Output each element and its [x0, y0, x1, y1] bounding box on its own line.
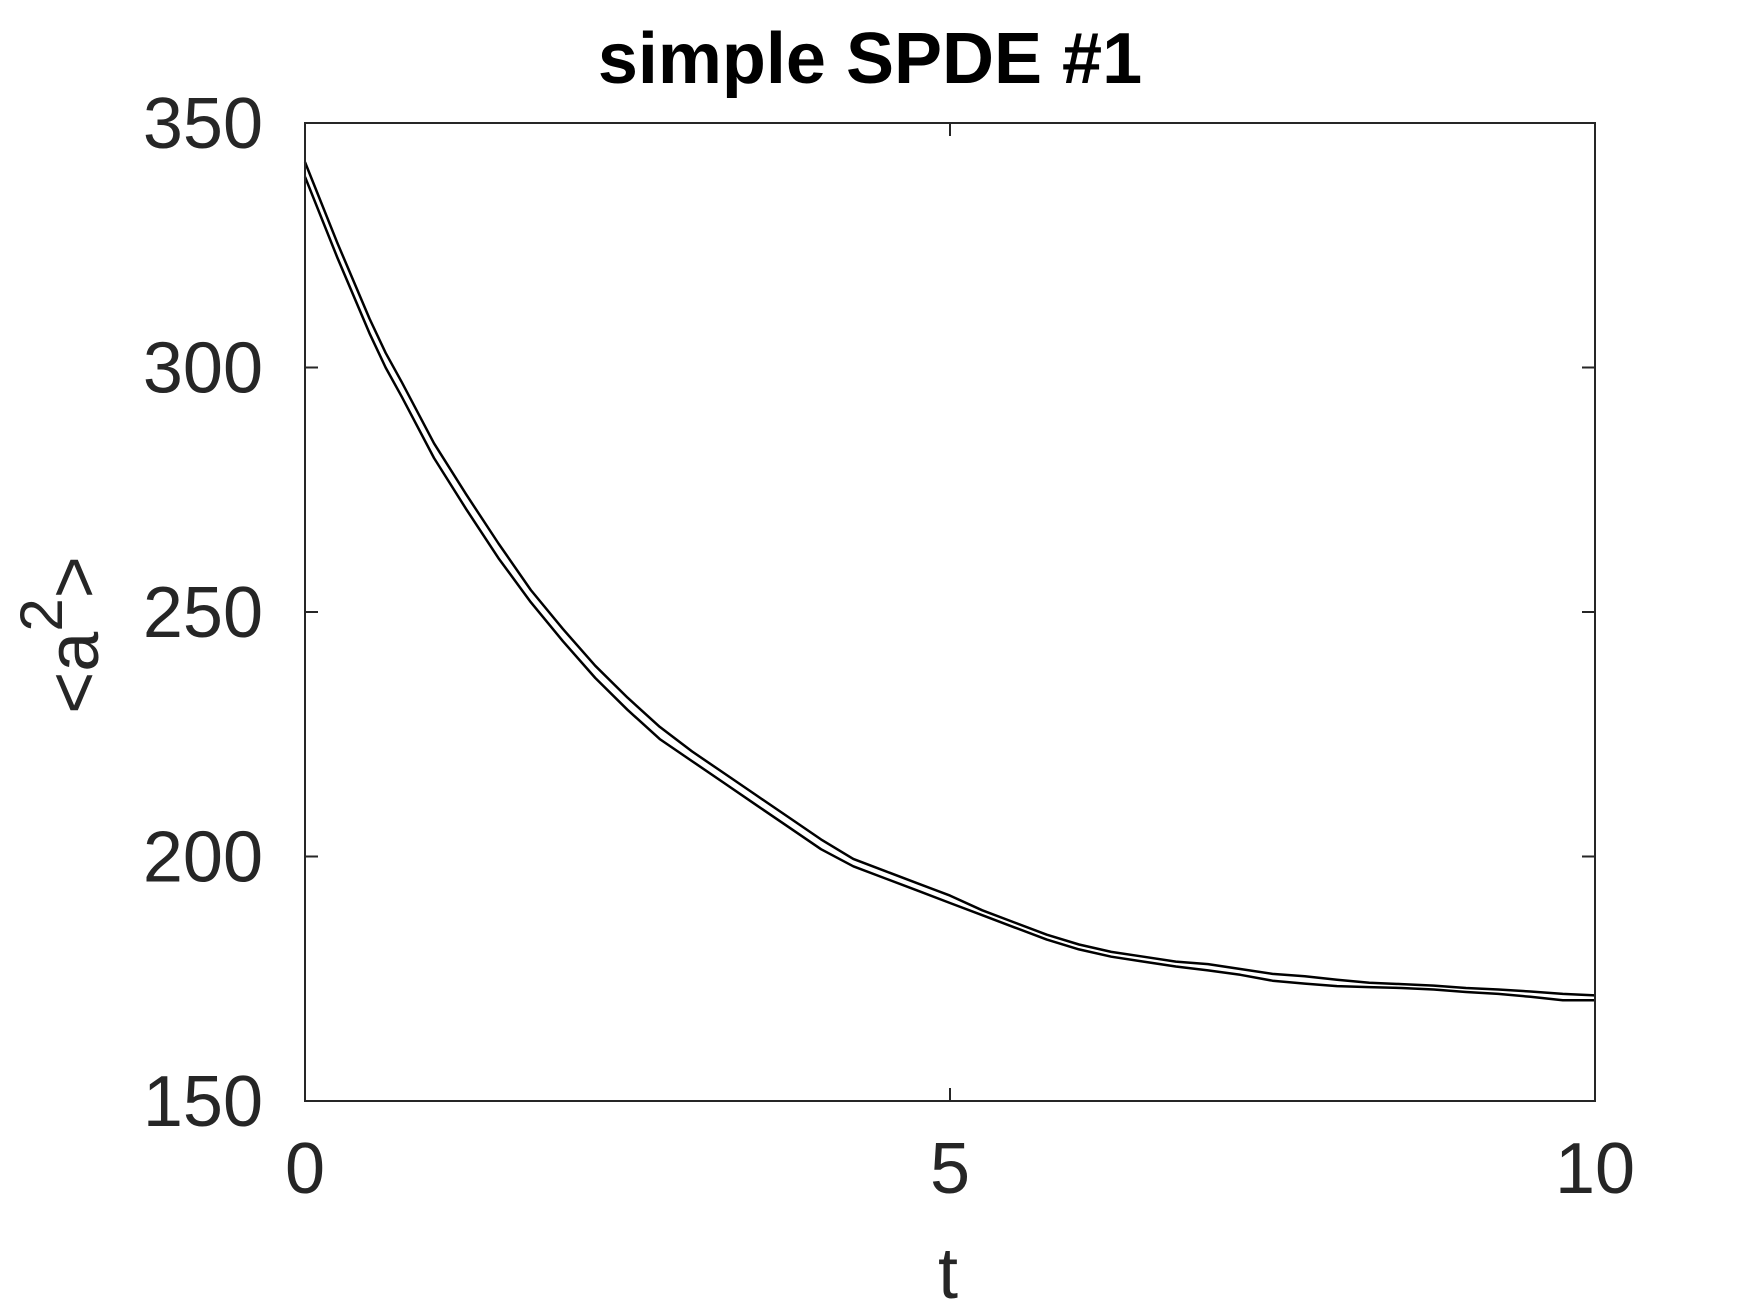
series-line-1	[303, 161, 1596, 997]
y-axis-label: <a2>	[8, 556, 114, 714]
ticks-layer: 0 5 10 150 200 250 300 350	[143, 84, 1635, 1209]
x-axis-label: t	[938, 1234, 958, 1313]
series-line-2	[303, 176, 1595, 1002]
y-tick-label: 300	[143, 329, 263, 409]
series-layer	[303, 161, 1596, 1002]
svg-text:<a2>: <a2>	[8, 556, 114, 714]
y-axis-label-base: <a	[34, 631, 114, 714]
plot-frame	[304, 122, 1596, 1102]
y-axis-label-superscript: 2	[8, 598, 75, 631]
y-tick-label: 200	[143, 818, 263, 898]
y-tick-label: 350	[143, 84, 263, 164]
y-tick-label: 250	[143, 573, 263, 653]
x-tick-label: 10	[1555, 1129, 1635, 1209]
x-tick-label: 5	[930, 1129, 970, 1209]
chart-title: simple SPDE #1	[598, 19, 1142, 99]
y-tick-label: 150	[143, 1062, 263, 1142]
y-axis-label-close: >	[34, 556, 114, 598]
x-tick-label: 0	[285, 1129, 325, 1209]
